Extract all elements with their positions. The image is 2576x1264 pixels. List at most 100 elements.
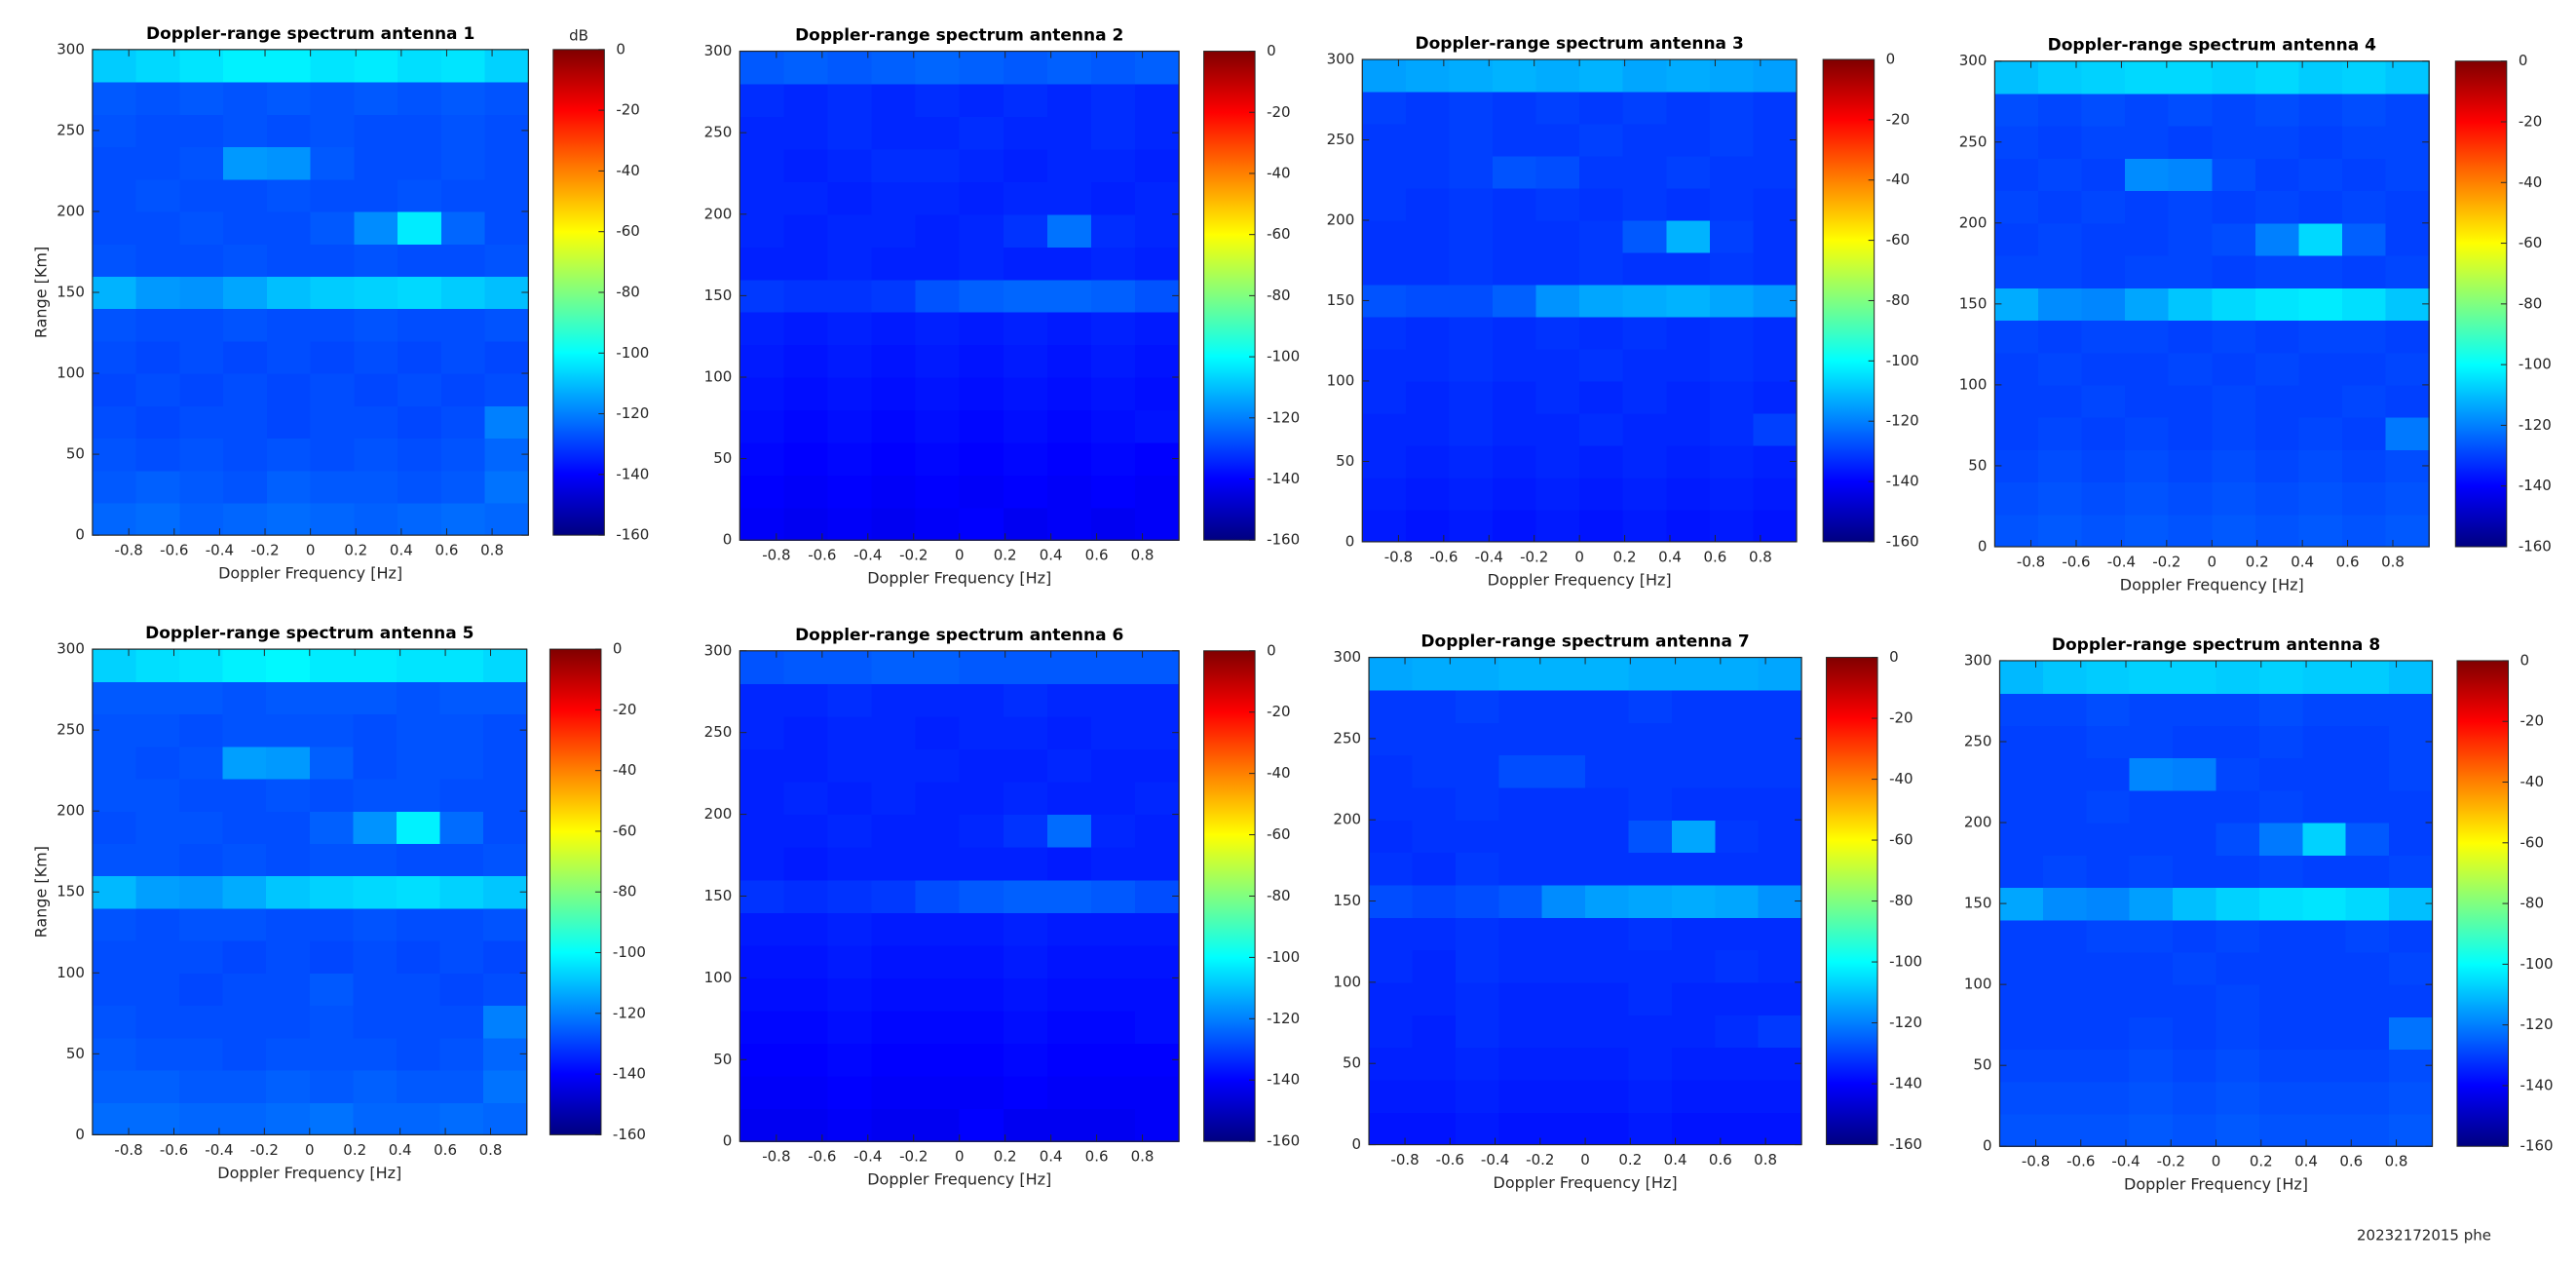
heatmap-cell: [223, 405, 268, 440]
heatmap-cell: [135, 373, 181, 406]
heatmap-cell: [827, 977, 873, 1012]
heatmap-cell: [783, 748, 829, 783]
heatmap-cell: [827, 51, 873, 85]
heatmap-cell: [1666, 380, 1711, 414]
heatmap-cell: [2081, 93, 2126, 127]
heatmap-cell: [915, 344, 961, 378]
heatmap-cell: [1405, 444, 1451, 479]
heatmap-cell: [310, 82, 355, 115]
y-axis-label: Range [Km]: [31, 846, 50, 938]
heatmap-cell: [483, 940, 528, 974]
heatmap-cell: [354, 470, 398, 504]
heatmap-cell: [783, 441, 829, 476]
heatmap-cell: [1709, 155, 1755, 189]
heatmap-cell: [2345, 693, 2390, 726]
colorbar-tick-label: -140: [1889, 1075, 1922, 1092]
heatmap-cell: [1541, 917, 1586, 951]
heatmap-cell: [827, 344, 873, 378]
heatmap-cell: [309, 907, 354, 941]
heatmap-cell: [783, 409, 829, 443]
heatmap-cell: [959, 344, 1004, 378]
heatmap-cell: [2037, 126, 2083, 159]
heatmap-cell: [1135, 475, 1180, 509]
heatmap-cell: [2385, 190, 2430, 224]
heatmap-cell: [2168, 514, 2213, 548]
heatmap-cell: [2037, 190, 2083, 224]
x-tick-label: 0.8: [1131, 547, 1155, 564]
heatmap-cell: [1715, 754, 1760, 788]
heatmap-cell: [959, 247, 1004, 281]
heatmap-cell: [398, 146, 442, 180]
heatmap-cell: [915, 312, 961, 346]
heatmap-cell: [92, 340, 137, 374]
heatmap-cell: [2342, 417, 2387, 450]
heatmap-cell: [2216, 1049, 2260, 1083]
colorbar-tick-label: -100: [616, 344, 649, 362]
heatmap-cell: [2302, 823, 2347, 856]
heatmap-cell: [92, 681, 137, 715]
heatmap-cell: [2037, 352, 2083, 386]
heatmap-cell: [1405, 92, 1451, 125]
heatmap-cell: [2298, 93, 2343, 127]
y-tick-label: 0: [723, 1132, 733, 1150]
heatmap-cell: [1405, 251, 1451, 286]
heatmap-cell: [2302, 855, 2347, 889]
heatmap-cell: [2298, 287, 2343, 322]
heatmap-cell: [1622, 124, 1667, 157]
heatmap-cell: [309, 681, 354, 715]
heatmap-cell: [2086, 757, 2131, 791]
x-axis-label: Doppler Frequency [Hz]: [218, 564, 402, 583]
heatmap-cell: [1090, 683, 1136, 717]
y-tick-label: 300: [1327, 51, 1355, 68]
heatmap-cell: [1135, 977, 1180, 1012]
heatmap-cell: [739, 148, 784, 182]
heatmap-cell: [2081, 222, 2126, 256]
heatmap-cell: [2173, 725, 2217, 759]
heatmap-cell: [1579, 348, 1624, 382]
heatmap-cell: [2385, 255, 2430, 288]
heatmap-cell: [1003, 247, 1048, 281]
heatmap-cell: [1622, 284, 1667, 318]
heatmap-cell: [1628, 722, 1673, 756]
heatmap-cell: [135, 438, 181, 472]
heatmap-cell: [1671, 820, 1716, 854]
heatmap-cell: [1492, 477, 1537, 511]
x-tick-label: 0.2: [343, 1141, 366, 1159]
colorbar-tick-label: -140: [1267, 470, 1300, 487]
heatmap-cell: [2125, 352, 2170, 386]
heatmap-cell: [1579, 92, 1624, 125]
heatmap-cell: [2342, 222, 2387, 256]
colorbar-tick-label: -100: [2520, 955, 2554, 973]
x-tick-label: 0.4: [1664, 1151, 1687, 1168]
heatmap-cell: [396, 1069, 441, 1103]
heatmap-cell: [266, 843, 311, 877]
heatmap-cell: [396, 940, 441, 974]
colorbar-tick-label: -80: [2520, 895, 2545, 912]
heatmap-cell: [1709, 509, 1755, 543]
heatmap-cell: [1449, 348, 1494, 382]
heatmap-cell: [2254, 384, 2300, 418]
heatmap-cell: [266, 875, 311, 909]
heatmap-cell: [2125, 222, 2170, 256]
heatmap-cell: [2081, 417, 2126, 450]
y-tick-label: 250: [704, 124, 733, 141]
heatmap-cell: [1999, 951, 2044, 985]
heatmap-cell: [1492, 284, 1537, 318]
heatmap-cell: [1585, 852, 1630, 886]
heatmap-cell: [1753, 477, 1798, 511]
heatmap-cell: [2125, 60, 2170, 95]
heatmap-cell: [266, 811, 311, 845]
heatmap-cell: [2216, 951, 2260, 985]
heatmap-cell: [1405, 219, 1451, 253]
heatmap-cell: [739, 715, 784, 750]
heatmap-cell: [1758, 689, 1802, 723]
x-tick-label: -0.8: [762, 547, 790, 564]
heatmap-cell: [739, 83, 784, 118]
heatmap-cell: [2216, 887, 2260, 921]
heatmap-cell: [915, 441, 961, 476]
y-tick-label: 250: [1964, 732, 1992, 749]
heatmap-cell: [179, 1037, 224, 1071]
heatmap-cell: [827, 83, 873, 118]
y-tick-label: 250: [57, 121, 85, 138]
